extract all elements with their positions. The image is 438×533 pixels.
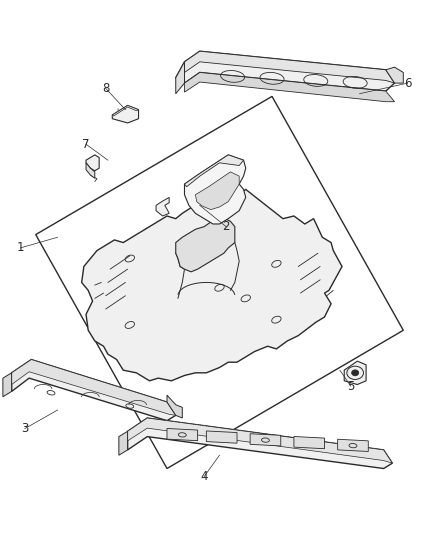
- Polygon shape: [155, 197, 169, 216]
- Text: 2: 2: [222, 220, 229, 233]
- Polygon shape: [206, 431, 237, 443]
- Polygon shape: [112, 106, 138, 123]
- Polygon shape: [35, 96, 403, 469]
- Polygon shape: [166, 429, 197, 441]
- Text: 4: 4: [200, 470, 208, 483]
- Polygon shape: [112, 106, 138, 116]
- Polygon shape: [184, 72, 394, 102]
- Text: 3: 3: [21, 422, 28, 435]
- Polygon shape: [250, 434, 280, 446]
- Text: 8: 8: [102, 82, 109, 95]
- Polygon shape: [81, 189, 341, 381]
- Polygon shape: [175, 62, 184, 94]
- Polygon shape: [184, 51, 394, 83]
- Polygon shape: [175, 51, 394, 91]
- Text: 6: 6: [403, 77, 410, 90]
- Polygon shape: [12, 360, 175, 421]
- Ellipse shape: [351, 370, 358, 376]
- Polygon shape: [184, 155, 243, 187]
- Polygon shape: [12, 360, 175, 415]
- Polygon shape: [86, 155, 99, 171]
- Polygon shape: [385, 67, 403, 83]
- Text: 1: 1: [17, 241, 24, 254]
- Text: 7: 7: [82, 138, 90, 151]
- Polygon shape: [184, 155, 245, 224]
- Polygon shape: [293, 437, 324, 449]
- Text: 5: 5: [346, 379, 353, 393]
- Polygon shape: [86, 163, 95, 178]
- Polygon shape: [195, 172, 239, 209]
- Polygon shape: [175, 216, 234, 272]
- Polygon shape: [343, 361, 365, 384]
- Polygon shape: [127, 418, 392, 469]
- Polygon shape: [3, 373, 12, 397]
- Polygon shape: [337, 439, 367, 451]
- Polygon shape: [119, 431, 127, 455]
- Polygon shape: [166, 395, 182, 418]
- Polygon shape: [127, 418, 392, 463]
